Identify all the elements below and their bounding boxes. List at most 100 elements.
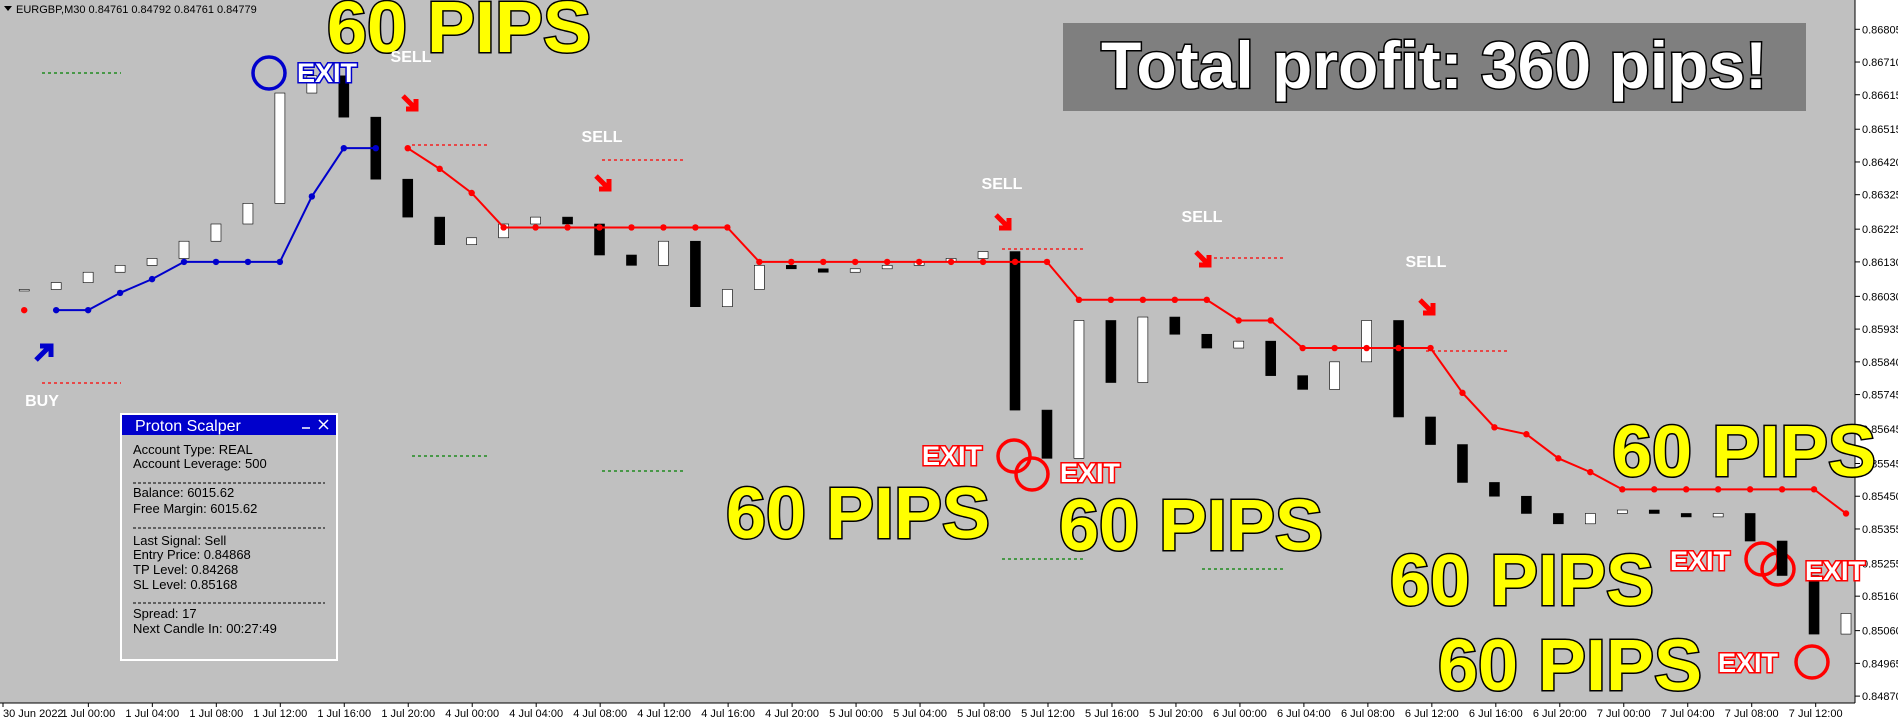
candle [849,268,861,273]
panel-line: Spread: 17 [133,606,197,621]
x-tick-label: 4 Jul 00:00 [445,708,499,720]
candle [1744,513,1756,542]
panel-line: Account Type: REAL [133,442,253,457]
x-tick-label: 6 Jul 00:00 [1213,708,1267,720]
candle [1169,316,1181,335]
stop-dot [1331,344,1338,352]
candle [50,282,62,290]
stop-dot [852,258,859,266]
stop-dot [21,306,28,314]
candle [1521,495,1532,514]
stop-dot [436,165,443,173]
candle [434,216,446,245]
candle [562,216,573,225]
stop-dot [532,224,539,231]
sell-arrow [1194,250,1212,268]
x-tick-label: 5 Jul 16:00 [1085,708,1139,720]
stop-dot [372,144,379,152]
stop-dot [628,224,635,231]
x-tick-label: 5 Jul 12:00 [1021,708,1075,720]
stop-dot [596,224,603,231]
candle [1648,509,1660,514]
candle [1073,320,1085,459]
y-tick-label: 0.85060 [1862,626,1898,638]
stop-line [407,147,1847,515]
stop-dot [564,224,571,231]
candle [658,240,669,266]
candle [754,265,765,290]
x-tick-label: 6 Jul 04:00 [1277,708,1331,720]
candle [466,237,477,245]
candle [1489,482,1500,497]
x-tick-label: 1 Jul 20:00 [381,708,435,720]
pips-label: 60 PIPS [726,474,990,554]
candle [210,223,222,242]
exit-label: EXIT [297,58,358,88]
stop-dot [404,144,411,152]
stop-dot [1619,486,1626,493]
exit-label: EXIT [1805,556,1866,586]
stop-dot [1778,486,1786,493]
stop-dot [1171,296,1179,304]
stop-dot [1651,486,1658,493]
x-tick-label: 4 Jul 04:00 [509,708,563,720]
y-tick-label: 0.86420 [1862,157,1898,169]
sell-arrow [594,174,612,192]
stop-dot [1459,389,1466,397]
panel-line: SL Level: 0.85168 [133,577,237,592]
sell-arrow [994,213,1012,231]
candle [1361,320,1372,363]
candle [1233,340,1245,349]
candle [785,265,797,270]
pips-label: 60 PIPS [1390,541,1654,621]
candle [1776,540,1788,576]
exit-circle [1014,456,1050,492]
sell-arrow [401,94,419,112]
candle [1553,513,1564,525]
stop-dot [52,306,60,314]
x-tick-label: 1 Jul 12:00 [253,708,307,720]
y-tick-label: 0.85745 [1862,390,1898,402]
stop-dot [1555,455,1562,462]
exit-circle [1794,644,1830,680]
candle [242,203,254,225]
sell-label: SELL [1406,254,1447,271]
x-tick-label: 5 Jul 20:00 [1149,708,1203,720]
stop-dot [1523,431,1530,438]
exit-label: EXIT [922,441,983,471]
x-tick-label: 4 Jul 16:00 [701,708,755,720]
x-tick-label: 6 Jul 20:00 [1533,708,1587,720]
panel-line: Last Signal: Sell [133,533,226,548]
stop-dot [468,189,475,197]
candle [1712,513,1724,518]
y-tick-label: 0.86805 [1862,24,1898,36]
candle [1009,251,1021,411]
close-button[interactable] [318,419,329,430]
stop-dot [1139,296,1147,304]
stop-dot [148,275,156,283]
candle [306,75,318,94]
exit-label: EXIT [1060,458,1121,488]
stop-dot [915,258,923,266]
menu-triangle [4,6,12,11]
candle [1616,509,1628,514]
x-tick-label: 30 Jun 2022 [3,708,64,720]
candle [178,240,190,259]
sell-label: SELL [1182,209,1223,226]
stop-dot [340,144,348,152]
panel-line: Next Candle In: 00:27:49 [133,621,277,636]
candle [146,258,158,266]
panel-line: TP Level: 0.84268 [133,562,238,577]
stop-dot [276,258,284,266]
candle [594,223,605,256]
panel-titlebar [122,415,336,435]
panel-line: Entry Price: 0.84868 [133,547,251,562]
stop-dot [244,258,252,266]
sell-label: SELL [391,49,432,66]
candle [977,251,989,259]
panel-line: Account Leverage: 500 [133,456,267,471]
x-tick-label: 7 Jul 00:00 [1597,708,1651,720]
panel-title: Proton Scalper [135,418,242,435]
candle [338,75,350,118]
